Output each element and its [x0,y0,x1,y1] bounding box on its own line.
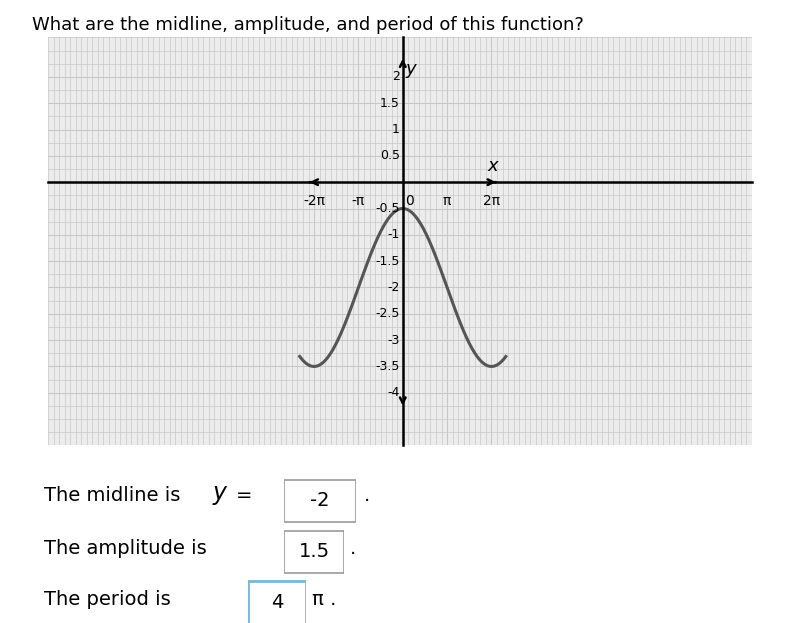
Text: $\mathit{y}$: $\mathit{y}$ [212,483,229,507]
Text: .: . [350,539,356,558]
Text: =: = [236,486,253,505]
Text: The amplitude is: The amplitude is [44,539,206,558]
Text: -2: -2 [310,492,330,510]
Text: The period is: The period is [44,590,170,609]
Text: y: y [406,60,416,78]
Text: 1: 1 [392,123,400,136]
FancyBboxPatch shape [284,531,344,573]
Text: -3: -3 [387,334,400,346]
Text: -2π: -2π [303,194,325,207]
Text: -2: -2 [387,281,400,294]
Text: -2.5: -2.5 [375,307,400,320]
Text: π .: π . [312,590,336,609]
Text: -0.5: -0.5 [375,202,400,215]
Text: 4: 4 [270,593,283,612]
Text: .: . [364,486,370,505]
FancyBboxPatch shape [248,581,306,623]
Text: 1.5: 1.5 [298,543,330,561]
Text: x: x [487,158,498,175]
Text: -3.5: -3.5 [375,360,400,373]
Text: π: π [443,194,451,207]
Text: -4: -4 [387,386,400,399]
Text: -1.5: -1.5 [375,255,400,268]
Text: The midline is: The midline is [44,486,180,505]
Text: 1.5: 1.5 [380,97,400,110]
Text: 0.5: 0.5 [380,150,400,163]
FancyBboxPatch shape [284,480,356,522]
Text: What are the midline, amplitude, and period of this function?: What are the midline, amplitude, and per… [32,16,584,34]
Text: 2π: 2π [483,194,500,207]
Text: 2: 2 [392,70,400,83]
Text: -π: -π [352,194,365,207]
Text: 0: 0 [405,194,414,207]
Text: -1: -1 [387,229,400,241]
